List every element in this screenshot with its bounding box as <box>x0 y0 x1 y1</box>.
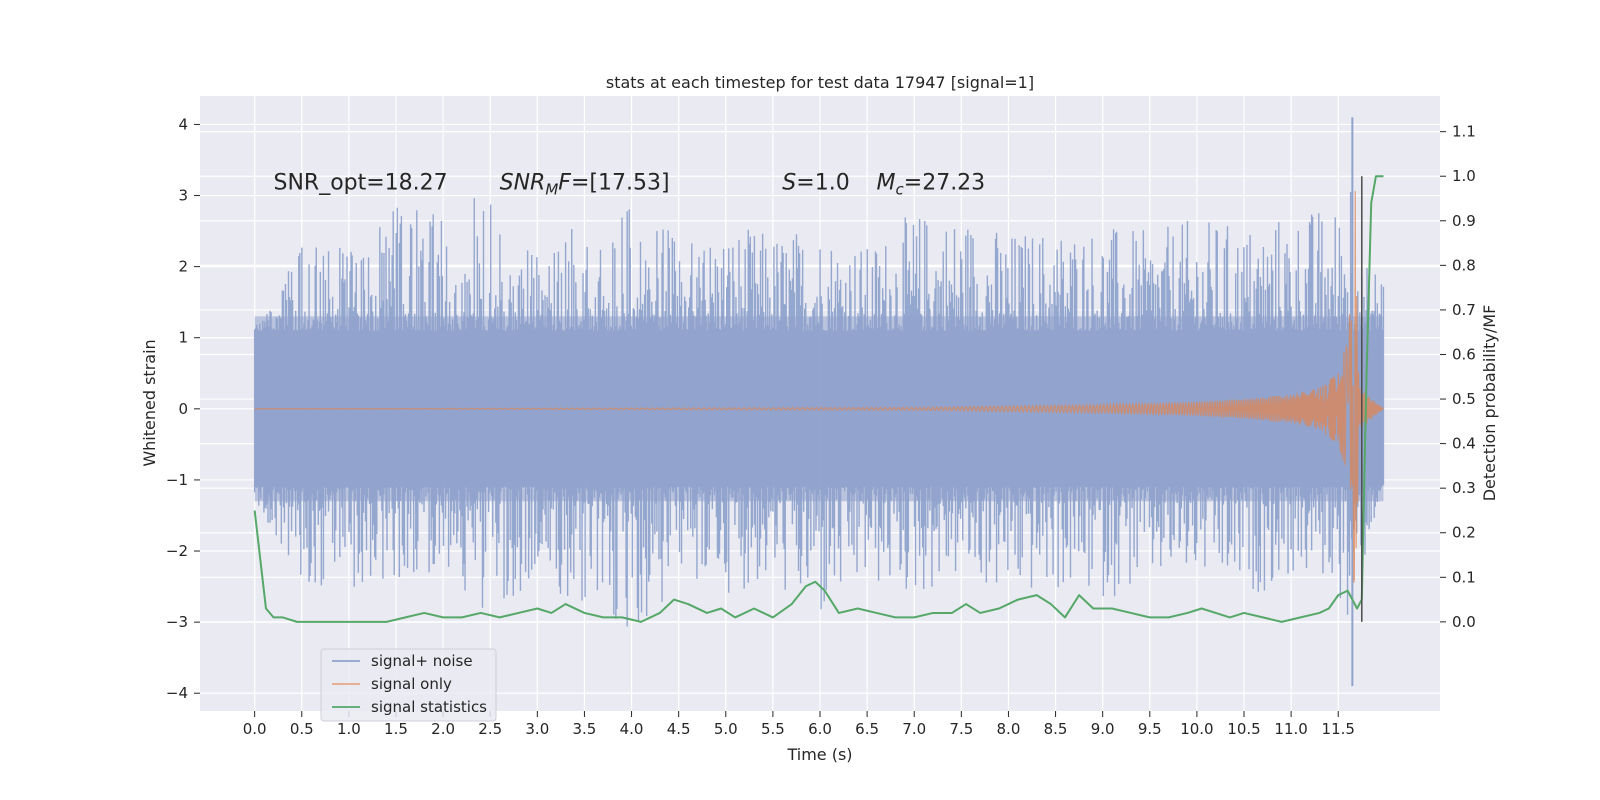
annotation-0: SNR_opt=18.27 <box>273 170 447 195</box>
x-tick-label: 10.0 <box>1180 720 1213 738</box>
y-tick-label: −2 <box>166 542 188 560</box>
y-right-tick-label: 0.6 <box>1452 345 1476 363</box>
y-tick-label: 1 <box>178 329 188 347</box>
x-tick-label: 9.5 <box>1138 720 1162 738</box>
x-tick-label: 6.0 <box>808 720 832 738</box>
series-layer <box>253 117 1385 687</box>
x-tick-label: 11.5 <box>1322 720 1355 738</box>
series-signal-statistics <box>253 175 1384 623</box>
x-tick-label: 1.5 <box>384 720 408 738</box>
y-tick-label: 3 <box>178 187 188 205</box>
annotation-2: S=1.0 <box>782 170 849 195</box>
y-right-tick-label: 0.1 <box>1452 568 1476 586</box>
x-tick-label: 3.0 <box>525 720 549 738</box>
x-tick-label: 6.5 <box>855 720 879 738</box>
x-tick-label: 4.5 <box>667 720 691 738</box>
y-tick-label: −1 <box>166 471 188 489</box>
x-tick-label: 4.0 <box>620 720 644 738</box>
x-tick-label: 1.0 <box>337 720 361 738</box>
x-tick-label: 5.0 <box>714 720 738 738</box>
x-tick-label: 7.0 <box>902 720 926 738</box>
y-tick-label: −4 <box>166 684 188 702</box>
x-tick-label: 11.0 <box>1274 720 1307 738</box>
x-tick-label: 0.0 <box>243 720 267 738</box>
y-right-tick-label: 0.5 <box>1452 390 1476 408</box>
y-tick-label: 0 <box>178 400 188 418</box>
y-tick-label: 4 <box>178 115 188 133</box>
y-right-tick-label: 0.0 <box>1452 613 1476 631</box>
annotation-3: Mc=27.23 <box>877 170 986 198</box>
x-tick-label: 5.5 <box>761 720 785 738</box>
y-right-tick-label: 0.4 <box>1452 435 1476 453</box>
annotation-1: SNRMF=[17.53] <box>500 170 670 198</box>
series-signal-only <box>254 190 1384 583</box>
x-tick-label: 2.5 <box>478 720 502 738</box>
x-tick-label: 8.5 <box>1044 720 1068 738</box>
annotations: SNR_opt=18.27 SNRMF=[17.53] S=1.0 Mc=27.23 <box>273 170 985 198</box>
ticks: 0.0 0.5 1.0 1.5 2.0 2.5 3.0 3.5 4.0 4.5 5.0 5.5 6.0 6… <box>166 115 1476 738</box>
x-tick-label: 8.0 <box>997 720 1021 738</box>
y-right-tick-label: 0.7 <box>1452 301 1476 319</box>
legend-label-signal-statistics: signal statistics <box>371 698 487 716</box>
y-axis-label: Whitened strain <box>140 339 159 466</box>
y-right-tick-label: 0.2 <box>1452 524 1476 542</box>
y-right-tick-label: 0.8 <box>1452 256 1476 274</box>
y-right-tick-label: 1.0 <box>1452 167 1476 185</box>
chart-title: stats at each timestep for test data 179… <box>606 73 1034 92</box>
legend-label-signal-noise: signal+ noise <box>371 652 473 670</box>
y-right-tick-label: 0.9 <box>1452 212 1476 230</box>
x-tick-label: 2.0 <box>431 720 455 738</box>
x-tick-label: 3.5 <box>573 720 597 738</box>
x-tick-label: 9.0 <box>1091 720 1115 738</box>
legend-label-signal-only: signal only <box>371 675 452 693</box>
x-tick-label: 10.5 <box>1227 720 1260 738</box>
x-tick-label: 0.5 <box>290 720 314 738</box>
x-tick-label: 7.5 <box>949 720 973 738</box>
y-tick-label: 2 <box>178 258 188 276</box>
y-right-axis-label: Detection probability/MF <box>1480 305 1499 502</box>
legend: signal+ noise signal only signal statist… <box>320 648 497 722</box>
y-tick-label: −3 <box>166 613 188 631</box>
y-right-tick-label: 0.3 <box>1452 479 1476 497</box>
x-axis-label: Time (s) <box>786 745 852 764</box>
legend-box <box>320 648 497 722</box>
y-right-tick-label: 1.1 <box>1452 123 1476 141</box>
